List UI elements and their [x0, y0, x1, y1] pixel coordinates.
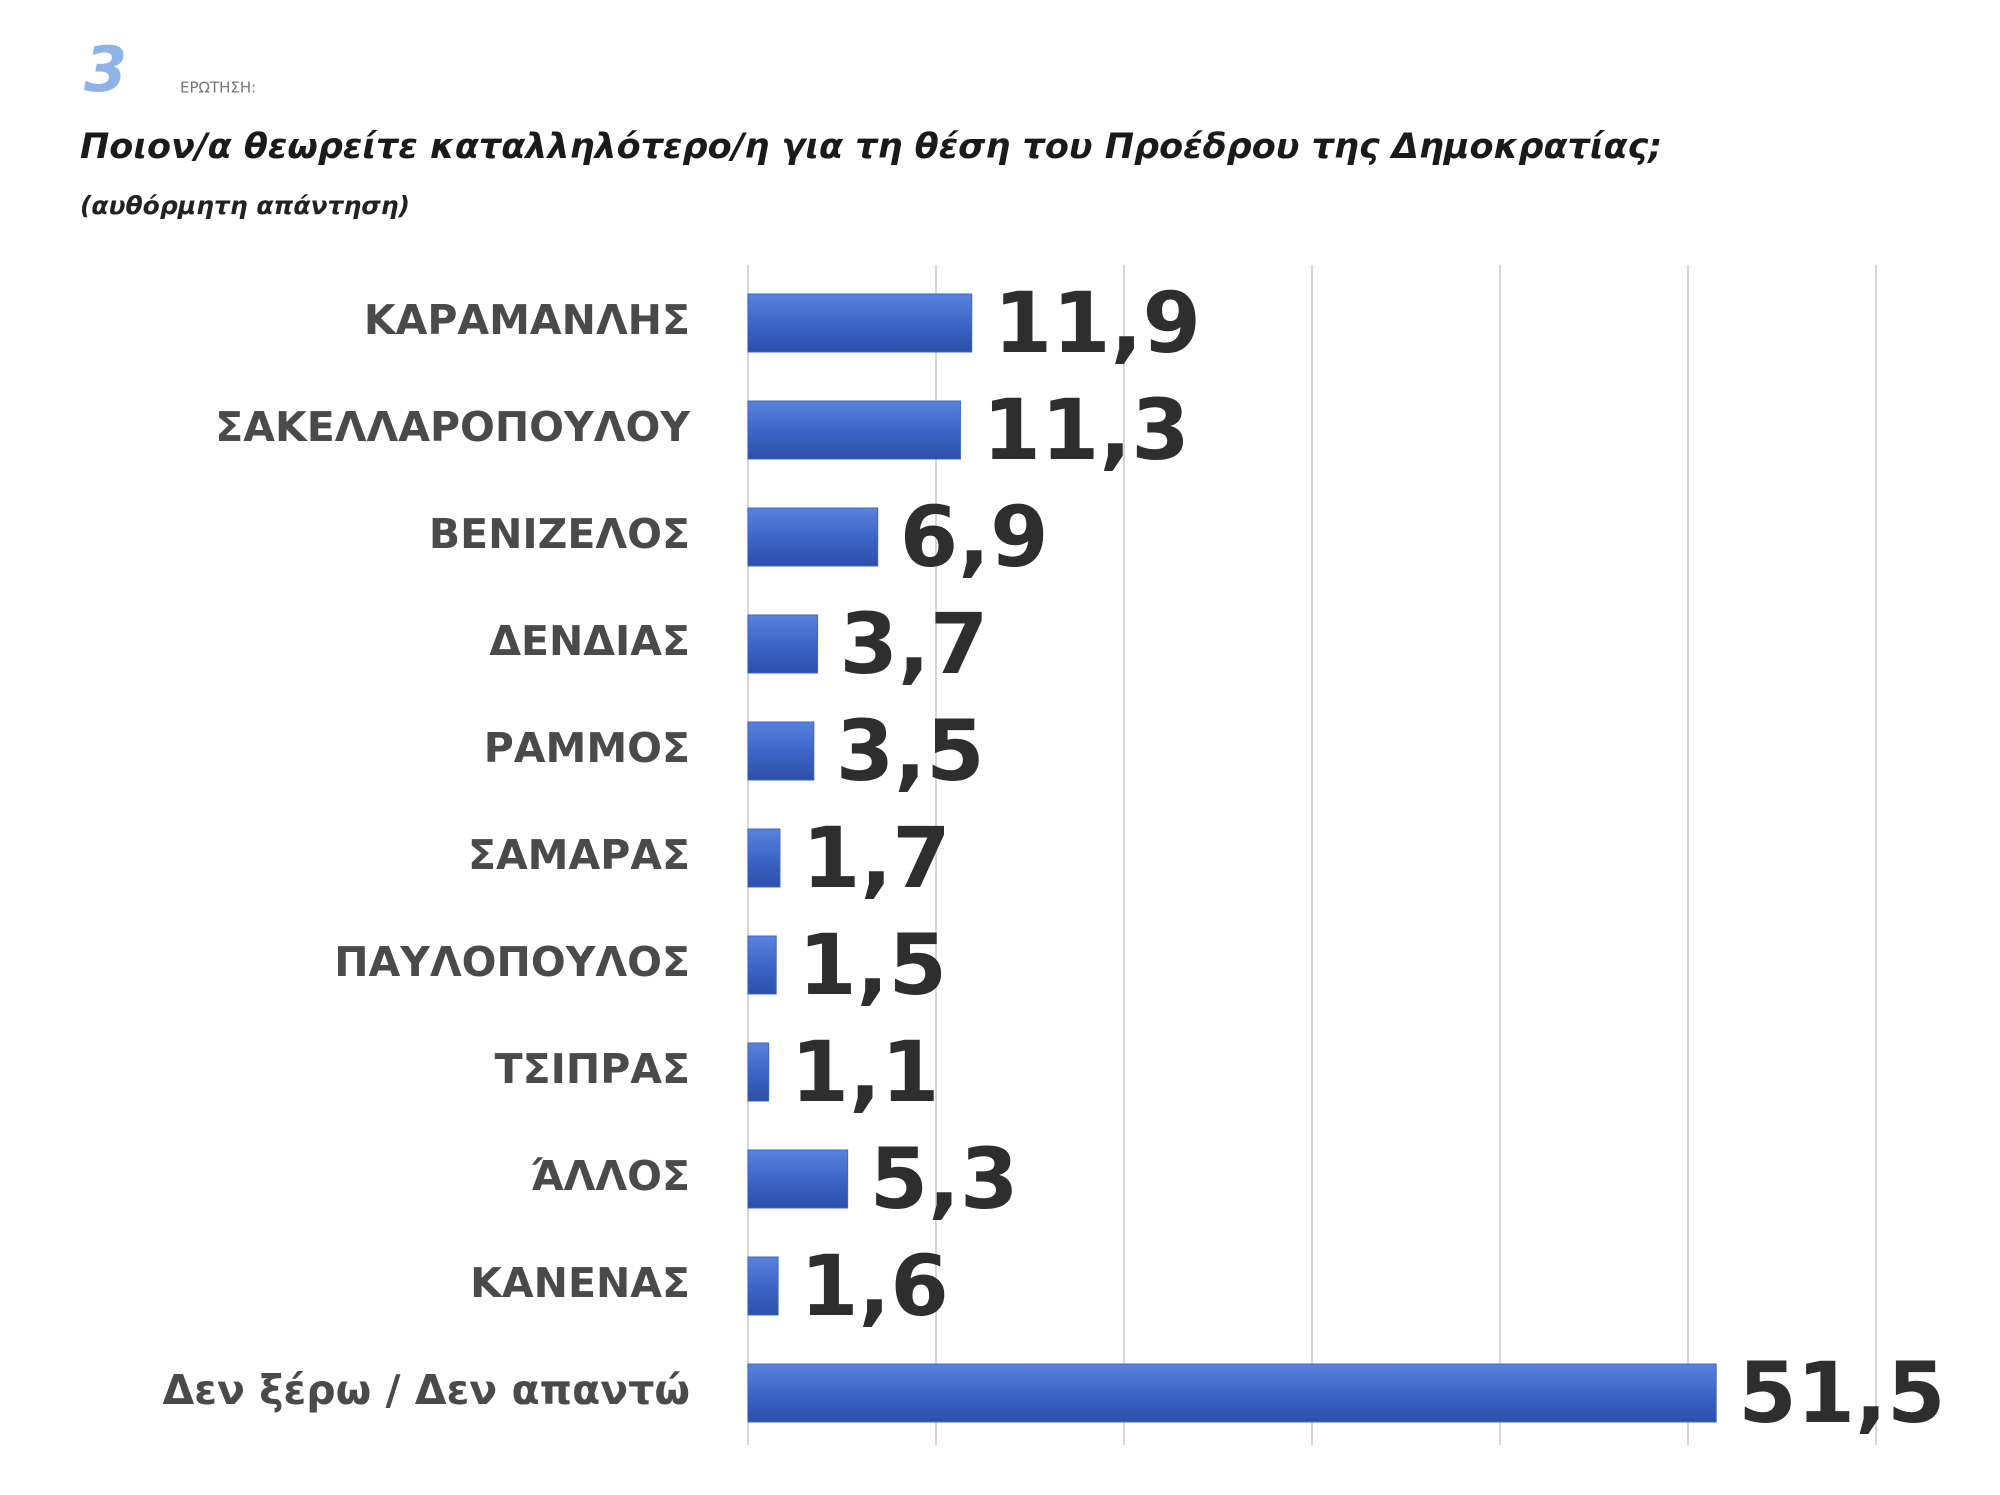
bars: ΚΑΡΑΜΑΝΛΗΣ 11,9 ΣΑΚΕΛΛΑΡΟΠΟΥΛΟΥ 11,3 ΒΕΝΙΖΕΛ…	[162, 274, 1945, 1442]
grid	[747, 265, 1877, 1445]
value-label: 1,7	[802, 809, 951, 907]
value-label: 3,7	[840, 595, 989, 693]
chart-title: Ποιον/α θεωρείτε καταλληλότερο/η για τη …	[80, 127, 1662, 167]
category-label: ΠΑΥΛΟΠΟΥΛΟΣ	[334, 938, 690, 986]
bar	[747, 1363, 1717, 1423]
value-label: 11,3	[982, 381, 1189, 479]
bar	[747, 1256, 779, 1316]
value-label: 11,9	[994, 274, 1201, 372]
value-label: 1,5	[798, 916, 947, 1014]
bar	[747, 507, 879, 567]
category-label: ΔΕΝΔΙΑΣ	[489, 617, 690, 665]
value-label: 6,9	[900, 488, 1049, 586]
bar	[747, 1042, 770, 1102]
logo: 3	[84, 33, 127, 106]
value-label: 1,6	[800, 1237, 949, 1335]
bar	[747, 1149, 849, 1209]
category-label: ΚΑΝΕΝΑΣ	[470, 1259, 690, 1307]
bar	[747, 400, 961, 460]
value-label: 3,5	[836, 702, 985, 800]
category-label: ΚΑΡΑΜΑΝΛΗΣ	[364, 296, 690, 344]
bar	[747, 614, 819, 674]
category-label: ΣΑΚΕΛΛΑΡΟΠΟΥΛΟΥ	[215, 403, 691, 451]
chart-subtitle: (αυθόρμητη απάντηση)	[80, 191, 410, 220]
category-label: Δεν ξέρω / Δεν απαντώ	[162, 1366, 690, 1414]
bar	[747, 828, 781, 888]
bar	[747, 935, 777, 995]
value-label: 51,5	[1738, 1344, 1945, 1442]
bar	[747, 721, 815, 781]
category-label: ΤΣΙΠΡΑΣ	[495, 1045, 690, 1093]
category-label: ΡΑΜΜΟΣ	[484, 724, 690, 772]
category-label: ΣΑΜΑΡΑΣ	[468, 831, 690, 879]
value-label: 5,3	[870, 1130, 1019, 1228]
bar	[747, 293, 973, 353]
question-label: ΕΡΩΤΗΣΗ:	[180, 79, 256, 97]
category-label: ΒΕΝΙΖΕΛΟΣ	[429, 510, 690, 558]
value-label: 1,1	[791, 1023, 940, 1121]
category-label: ΆΛΛΟΣ	[531, 1152, 690, 1200]
